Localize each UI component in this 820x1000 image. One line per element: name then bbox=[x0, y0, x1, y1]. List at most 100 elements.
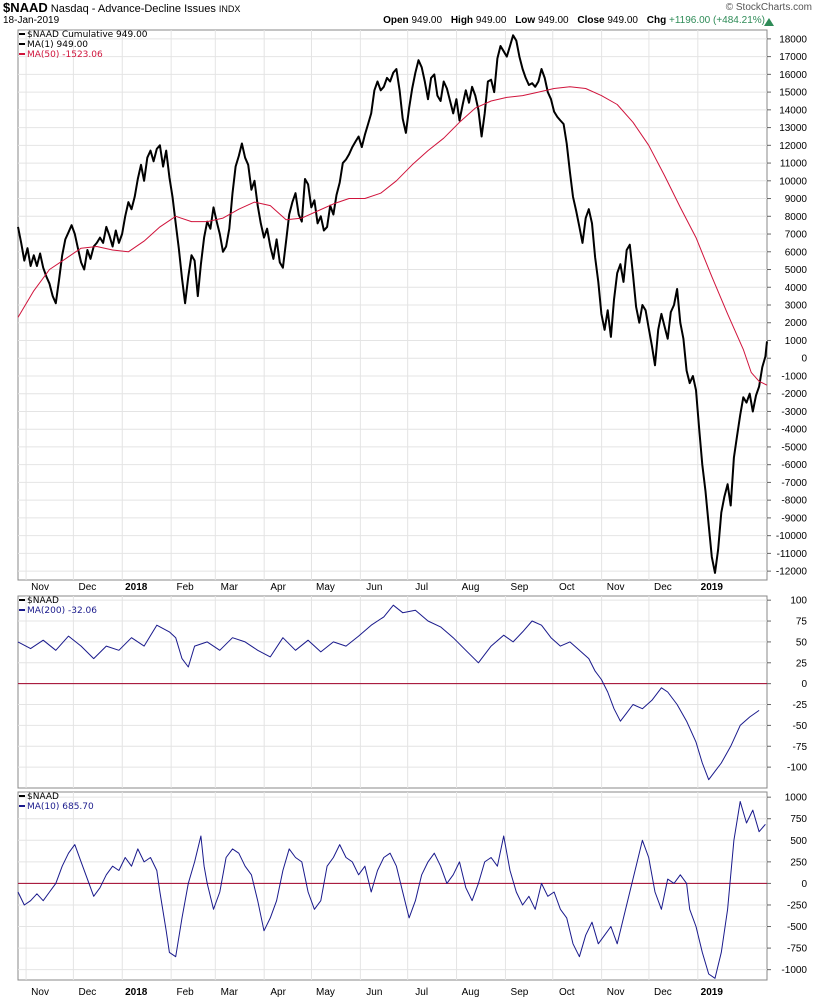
series-line--naad-cumulative bbox=[17, 34, 768, 574]
series-line-ma-200- bbox=[17, 604, 760, 781]
y-tick-label: 100 bbox=[790, 596, 807, 607]
y-tick-label: -750 bbox=[787, 944, 807, 955]
x-tick-label: 2018 bbox=[125, 987, 148, 998]
x-tick-label: Oct bbox=[559, 582, 575, 593]
y-tick-label: -250 bbox=[787, 900, 807, 911]
y-tick-label: 9000 bbox=[785, 194, 808, 205]
high-label: High bbox=[450, 15, 474, 26]
y-tick-label: -50 bbox=[793, 721, 808, 732]
y-tick-label: 14000 bbox=[779, 105, 807, 116]
x-tick-label: Mar bbox=[221, 582, 239, 593]
y-tick-label: -8000 bbox=[781, 496, 807, 507]
y-tick-label: -11000 bbox=[777, 549, 808, 560]
up-arrow-icon bbox=[764, 18, 774, 26]
y-tick-label: -100 bbox=[787, 763, 807, 774]
y-tick-label: -3000 bbox=[781, 407, 807, 418]
y-tick-label: 50 bbox=[796, 637, 808, 648]
x-tick-label: 2019 bbox=[701, 582, 724, 593]
y-tick-label: -75 bbox=[793, 742, 808, 753]
low-label: Low bbox=[515, 15, 536, 26]
series-line-ma-50- bbox=[17, 86, 768, 386]
legend-entry: MA(1) 949.00 bbox=[27, 40, 88, 50]
open-value: 949.00 bbox=[411, 15, 443, 26]
low-value: 949.00 bbox=[537, 15, 569, 26]
y-tick-label: -10000 bbox=[776, 531, 808, 542]
y-tick-label: -5000 bbox=[781, 442, 807, 453]
y-tick-label: 500 bbox=[790, 836, 807, 847]
y-tick-label: 3000 bbox=[785, 301, 808, 312]
x-tick-label: Oct bbox=[559, 987, 575, 998]
x-tick-label: Nov bbox=[607, 582, 625, 593]
series-line-ma-10- bbox=[17, 801, 766, 979]
y-tick-label: -9000 bbox=[781, 513, 807, 524]
y-tick-label: 0 bbox=[801, 879, 807, 890]
x-tick-label: Sep bbox=[511, 987, 529, 998]
y-tick-label: 25 bbox=[796, 658, 808, 669]
y-tick-label: 15000 bbox=[779, 88, 807, 99]
y-tick-label: 6000 bbox=[785, 247, 808, 258]
y-tick-label: -1000 bbox=[781, 371, 807, 382]
close-label: Close bbox=[577, 15, 605, 26]
panel-frame bbox=[17, 595, 768, 789]
x-tick-label: Feb bbox=[177, 582, 195, 593]
y-tick-label: 17000 bbox=[779, 52, 807, 63]
y-tick-label: -6000 bbox=[781, 460, 807, 471]
y-tick-label: -2000 bbox=[781, 389, 807, 400]
x-tick-label: 2019 bbox=[701, 987, 724, 998]
x-tick-label: Nov bbox=[31, 582, 49, 593]
y-tick-label: 0 bbox=[801, 354, 807, 365]
close-value: 949.00 bbox=[607, 15, 638, 26]
legend-entry: $NAAD Cumulative 949.00 bbox=[27, 30, 148, 40]
x-tick-label: Jul bbox=[415, 987, 428, 998]
panel-main: 18000 17000 16000 15000 14000 13000 12000 11000… bbox=[17, 29, 808, 581]
y-tick-label: 13000 bbox=[779, 123, 807, 134]
y-tick-label: 1000 bbox=[785, 336, 808, 347]
y-tick-label: 750 bbox=[790, 814, 807, 825]
quote-bar: Open 949.00 High 949.00 Low 949.00 Close… bbox=[377, 15, 765, 26]
chart-date: 18-Jan-2019 bbox=[3, 15, 60, 26]
legend-entry: MA(10) 685.70 bbox=[27, 802, 94, 812]
open-label: Open bbox=[383, 15, 409, 26]
x-tick-label: Feb bbox=[177, 987, 195, 998]
x-tick-label: Apr bbox=[270, 582, 286, 593]
y-tick-label: 4000 bbox=[785, 283, 808, 294]
y-tick-label: -25 bbox=[793, 700, 808, 711]
legend-entry: $NAAD bbox=[27, 596, 59, 606]
x-tick-label: Dec bbox=[78, 582, 96, 593]
y-tick-label: 11000 bbox=[780, 159, 808, 170]
y-tick-label: -1000 bbox=[781, 965, 807, 976]
y-tick-label: 16000 bbox=[779, 70, 807, 81]
x-tick-label: Nov bbox=[607, 987, 625, 998]
y-tick-label: 2000 bbox=[785, 318, 808, 329]
legend-entry: MA(200) -32.06 bbox=[27, 606, 97, 616]
x-tick-label: Nov bbox=[31, 987, 49, 998]
chg-value: +1196.00 (+484.21%) bbox=[668, 15, 765, 26]
x-tick-label: 2018 bbox=[125, 582, 148, 593]
y-tick-label: -500 bbox=[787, 922, 807, 933]
symbol: $NAAD bbox=[3, 0, 48, 15]
chg-label: Chg bbox=[646, 15, 667, 26]
chart-title: $NAAD Nasdaq - Advance-Decline Issues INDX bbox=[3, 0, 240, 15]
y-tick-label: -12000 bbox=[776, 567, 808, 578]
y-tick-label: 12000 bbox=[779, 141, 807, 152]
x-tick-label: Dec bbox=[654, 987, 672, 998]
y-tick-label: 7000 bbox=[785, 230, 808, 241]
x-tick-label: Jul bbox=[415, 582, 428, 593]
x-tick-label: Dec bbox=[78, 987, 96, 998]
symbol-description: Nasdaq - Advance-Decline Issues bbox=[50, 3, 216, 15]
panel-frame bbox=[17, 791, 768, 981]
y-tick-label: -4000 bbox=[781, 425, 807, 436]
x-tick-label: Aug bbox=[462, 987, 480, 998]
y-tick-label: 1000 bbox=[785, 793, 808, 804]
brand-watermark: © StockCharts.com bbox=[725, 2, 812, 13]
y-tick-label: 75 bbox=[796, 617, 808, 628]
y-tick-label: 0 bbox=[801, 679, 807, 690]
legend-entry: MA(50) -1523.06 bbox=[27, 50, 103, 60]
x-tick-label: Aug bbox=[462, 582, 480, 593]
x-tick-label: May bbox=[316, 987, 335, 998]
x-tick-label: Jun bbox=[366, 987, 382, 998]
legend-entry: $NAAD bbox=[27, 792, 59, 802]
y-tick-label: -7000 bbox=[781, 478, 807, 489]
